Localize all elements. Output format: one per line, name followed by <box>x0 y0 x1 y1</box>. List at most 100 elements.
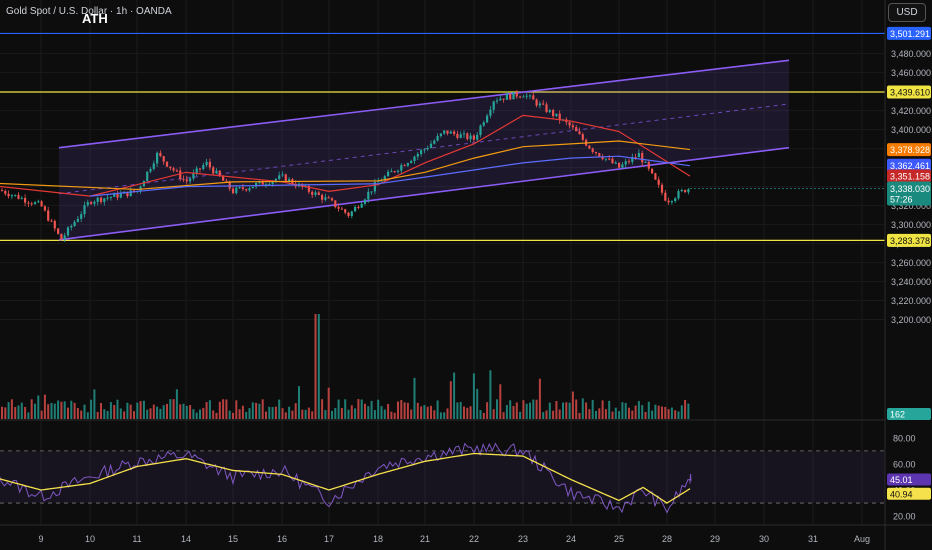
candle-body <box>129 190 132 197</box>
volume-bar <box>222 399 225 419</box>
candle-body <box>396 170 400 172</box>
volume-bar <box>324 409 327 419</box>
volume-bar <box>202 407 205 419</box>
volume-bar <box>268 406 271 419</box>
volume-bar <box>96 411 99 419</box>
candle-body <box>545 104 548 112</box>
candle-body <box>495 100 499 102</box>
candle-body <box>621 164 624 168</box>
candle-body <box>528 95 532 97</box>
candle-body <box>627 161 631 163</box>
volume-value-tag-bg <box>887 408 931 420</box>
volume-bar <box>34 403 36 419</box>
candle-body <box>126 191 129 197</box>
volume-bar <box>354 408 357 419</box>
volume-bar <box>251 402 254 419</box>
volume-bar <box>677 411 680 419</box>
candle-body <box>489 109 492 116</box>
candle-body <box>208 161 211 168</box>
volume-bar <box>57 400 60 419</box>
volume-bar <box>175 389 178 419</box>
rsi-band <box>0 450 885 504</box>
volume-bar <box>1 406 3 419</box>
volume-bar <box>218 401 221 419</box>
candle-body <box>86 202 89 206</box>
volume-bar <box>53 403 56 419</box>
candle-body <box>466 133 469 140</box>
candle-body <box>426 147 429 150</box>
volume-bar <box>631 410 634 419</box>
candle-body <box>446 130 449 134</box>
candle-body <box>558 113 561 121</box>
price-tick-label: 3,300.000 <box>891 220 931 230</box>
candle-body <box>149 168 152 172</box>
candle-body <box>27 202 30 204</box>
moving-averages <box>0 114 691 197</box>
volume-bar <box>129 404 132 419</box>
candle-body <box>274 178 277 181</box>
volume-bar <box>502 412 505 419</box>
candle-body <box>420 150 423 154</box>
volume-bar <box>628 407 630 419</box>
volume-bar <box>340 407 343 419</box>
candle-body <box>218 170 221 177</box>
level-price-tag: 3,501.291 <box>890 29 930 39</box>
volume-bar <box>604 409 607 419</box>
candle-body <box>486 115 489 123</box>
moving-average-line <box>0 140 691 191</box>
candle-body <box>330 198 334 201</box>
candle-body <box>357 207 360 209</box>
volume-bar <box>499 384 502 419</box>
candle-body <box>33 202 37 205</box>
candle-body <box>185 179 188 182</box>
price-tick-label: 3,420.000 <box>891 106 931 116</box>
candle-body <box>456 133 459 138</box>
candle-body <box>222 176 225 181</box>
volume-bar <box>436 400 439 419</box>
candle-body <box>373 182 376 192</box>
level-price-tag: 3,283.378 <box>890 236 930 246</box>
ma-price-tag-bg <box>887 158 931 172</box>
ma-price-tag: 3,362.461 <box>890 161 930 171</box>
candle-body <box>416 153 419 157</box>
candle-body <box>664 192 667 201</box>
volume-bar <box>162 405 165 419</box>
volume-bar <box>608 400 611 419</box>
candle-body <box>535 99 538 106</box>
candle-body <box>106 197 109 199</box>
countdown-label: 57:26 <box>890 194 913 204</box>
channel-upper-line <box>58 59 790 149</box>
volume-bar <box>509 400 512 419</box>
volume-bar <box>393 412 396 419</box>
volume-bar <box>109 402 112 419</box>
level-price-tag-bg <box>887 85 931 99</box>
candle-body <box>268 183 271 185</box>
candle-body <box>519 96 522 98</box>
volume-bar <box>459 401 462 419</box>
price-tick-label: 3,460.000 <box>891 68 931 78</box>
candle-body <box>482 122 485 126</box>
volume-bar <box>390 411 393 419</box>
candle-body <box>96 197 99 202</box>
time-tick-label: 14 <box>181 534 191 544</box>
candle-body <box>317 192 320 195</box>
volume-bar <box>327 387 330 419</box>
volume-bar <box>585 402 588 419</box>
candle-body <box>505 94 508 100</box>
volume-bar <box>159 408 162 419</box>
volume-bar <box>248 408 251 419</box>
currency-button[interactable]: USD <box>888 3 926 22</box>
volume-bar <box>476 388 479 419</box>
candle-body <box>657 179 660 185</box>
volume-bar <box>37 395 40 419</box>
candle-body <box>449 131 452 134</box>
candle-body <box>393 171 396 173</box>
candle-body <box>40 201 43 207</box>
candle-body <box>169 166 172 169</box>
candle-body <box>594 151 598 154</box>
volume-bar <box>410 409 413 419</box>
candle-body <box>532 95 535 100</box>
volume-bar <box>601 400 604 419</box>
